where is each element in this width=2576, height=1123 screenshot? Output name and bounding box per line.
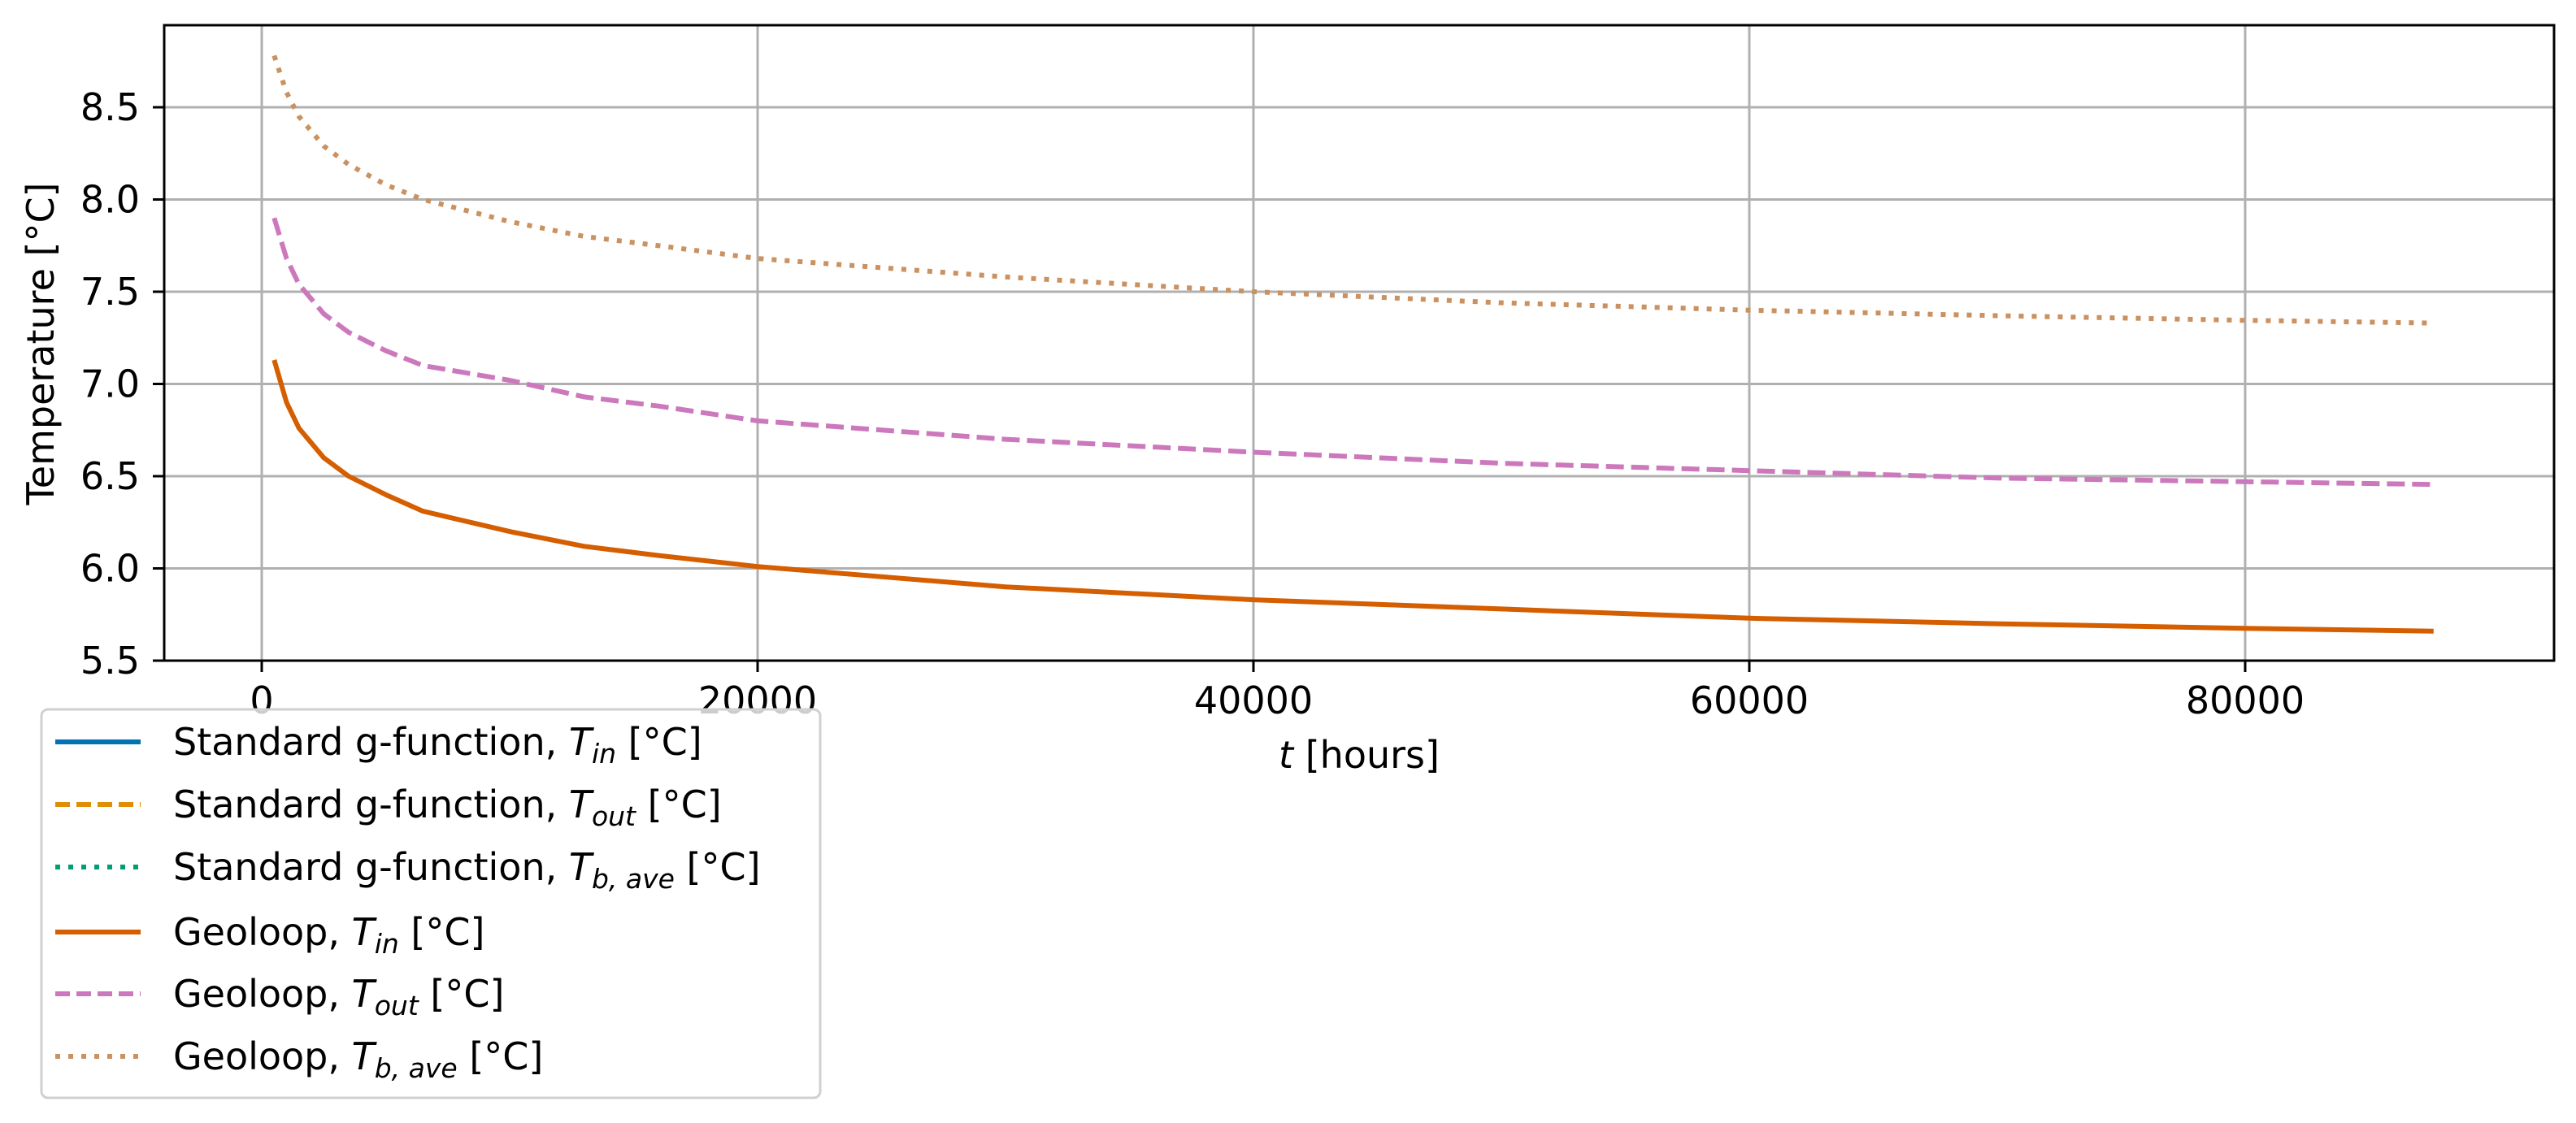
series-line (272, 54, 2434, 326)
axes-frame (163, 24, 2556, 662)
y-axis-ticks: 5.5 6.0 6.5 7.0 7.5 8.0 8.5 (80, 85, 164, 683)
series-line (272, 217, 2434, 488)
y-tick-label: 6.0 (80, 547, 140, 591)
series-line (272, 359, 2434, 634)
legend-box (40, 708, 822, 1099)
legend-label: Geoloop, Tb, ave [°C] (173, 1034, 543, 1084)
x-tick-label: 60000 (1690, 679, 1809, 722)
y-tick-label: 8.0 (80, 178, 140, 222)
y-tick-label: 6.5 (80, 454, 140, 498)
y-axis-label: Temperature [°C] (19, 182, 63, 505)
legend-label: Standard g-function, Tb, ave [°C] (173, 845, 761, 895)
legend-item: Geoloop, Tout [°C] (55, 972, 504, 1021)
legend-item: Geoloop, Tb, ave [°C] (55, 1034, 543, 1084)
legend-label: Geoloop, Tout [°C] (173, 972, 504, 1021)
legend-label: Standard g-function, Tout [°C] (173, 783, 722, 832)
legend: Standard g-function, Tin [°C] Standard g-… (40, 708, 822, 1099)
legend-item: Standard g-function, Tb, ave [°C] (55, 845, 761, 895)
legend-label: Geoloop, Tin [°C] (173, 910, 484, 960)
legend-item: Standard g-function, Tout [°C] (55, 783, 722, 832)
y-tick-label: 7.5 (80, 270, 140, 314)
legend-item: Geoloop, Tin [°C] (55, 910, 484, 960)
y-tick-label: 5.5 (80, 639, 140, 683)
x-tick-label: 80000 (2186, 679, 2304, 722)
legend-item: Standard g-function, Tin [°C] (55, 720, 702, 770)
y-tick-label: 7.0 (80, 362, 140, 406)
x-axis-label: t [hours] (1279, 733, 1440, 777)
x-tick-label: 40000 (1194, 679, 1313, 722)
grid-lines (164, 25, 2554, 662)
data-series (272, 54, 2434, 634)
y-tick-label: 8.5 (80, 85, 140, 129)
legend-label: Standard g-function, Tin [°C] (173, 720, 702, 770)
